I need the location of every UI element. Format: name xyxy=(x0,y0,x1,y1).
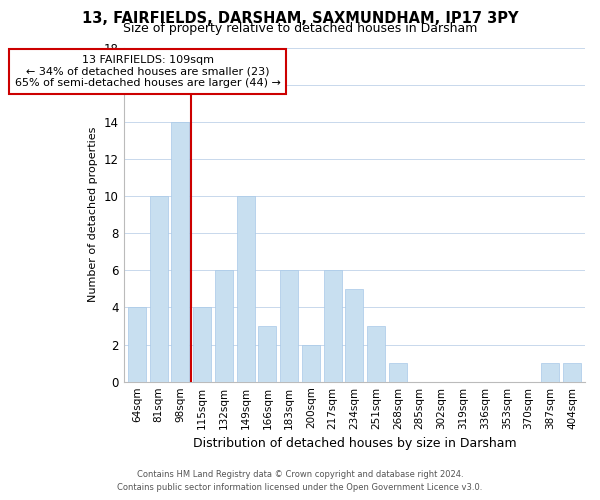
Bar xyxy=(215,270,233,382)
Bar xyxy=(280,270,298,382)
Bar xyxy=(237,196,254,382)
Text: Contains HM Land Registry data © Crown copyright and database right 2024.
Contai: Contains HM Land Registry data © Crown c… xyxy=(118,470,482,492)
Bar xyxy=(346,289,364,382)
Bar xyxy=(541,363,559,382)
Text: 13, FAIRFIELDS, DARSHAM, SAXMUNDHAM, IP17 3PY: 13, FAIRFIELDS, DARSHAM, SAXMUNDHAM, IP1… xyxy=(82,11,518,26)
Bar xyxy=(149,196,167,382)
Bar xyxy=(259,326,277,382)
X-axis label: Distribution of detached houses by size in Darsham: Distribution of detached houses by size … xyxy=(193,437,516,450)
Bar xyxy=(302,344,320,382)
Bar xyxy=(128,308,146,382)
Text: Size of property relative to detached houses in Darsham: Size of property relative to detached ho… xyxy=(123,22,477,35)
Bar xyxy=(389,363,407,382)
Bar xyxy=(324,270,341,382)
Bar xyxy=(367,326,385,382)
Bar xyxy=(563,363,581,382)
Y-axis label: Number of detached properties: Number of detached properties xyxy=(88,127,98,302)
Text: 13 FAIRFIELDS: 109sqm
← 34% of detached houses are smaller (23)
65% of semi-deta: 13 FAIRFIELDS: 109sqm ← 34% of detached … xyxy=(15,55,281,88)
Bar xyxy=(193,308,211,382)
Bar xyxy=(172,122,189,382)
